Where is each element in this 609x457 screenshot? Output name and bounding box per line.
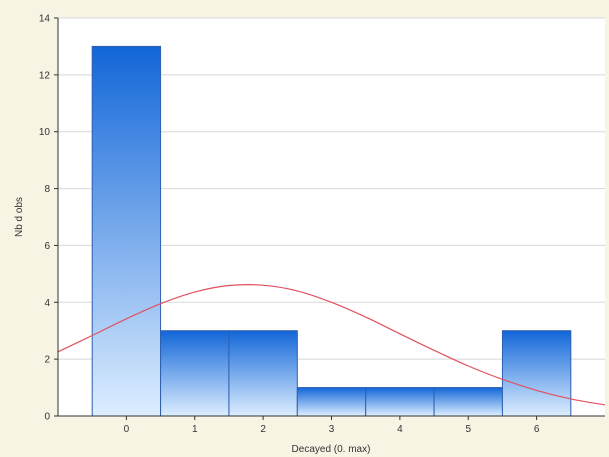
y-axis-title: Nb d obs xyxy=(14,197,25,237)
histogram-bar xyxy=(433,387,503,417)
x-tick-label: 3 xyxy=(329,424,335,435)
y-tick-label: 10 xyxy=(39,127,51,138)
x-tick-label: 0 xyxy=(124,424,130,435)
y-tick-label: 14 xyxy=(39,14,51,25)
histogram-bar xyxy=(91,45,162,417)
x-tick-label: 2 xyxy=(260,424,266,435)
x-ticks: 0 1 2 3 4 5 6 xyxy=(124,416,540,435)
histogram-bar xyxy=(228,330,298,417)
histogram-bar xyxy=(160,330,230,417)
histogram-bar xyxy=(296,387,367,417)
y-tick-label: 8 xyxy=(44,184,50,195)
y-tick-label: 12 xyxy=(39,70,51,81)
y-tick-label: 4 xyxy=(44,298,50,309)
y-tick-label: 0 xyxy=(44,412,50,423)
y-tick-label: 2 xyxy=(44,355,50,366)
x-tick-label: 6 xyxy=(534,424,540,435)
x-tick-label: 4 xyxy=(397,424,403,435)
normal-fit-curve xyxy=(57,284,606,406)
histogram-bar xyxy=(501,330,572,417)
histogram-bar xyxy=(365,387,435,417)
x-axis-title: Decayed (0. max) xyxy=(292,444,371,455)
y-tick-label: 6 xyxy=(44,241,50,252)
y-ticks: 0 2 4 6 8 10 12 14 xyxy=(39,14,58,423)
x-tick-label: 5 xyxy=(465,424,471,435)
x-tick-label: 1 xyxy=(192,424,198,435)
